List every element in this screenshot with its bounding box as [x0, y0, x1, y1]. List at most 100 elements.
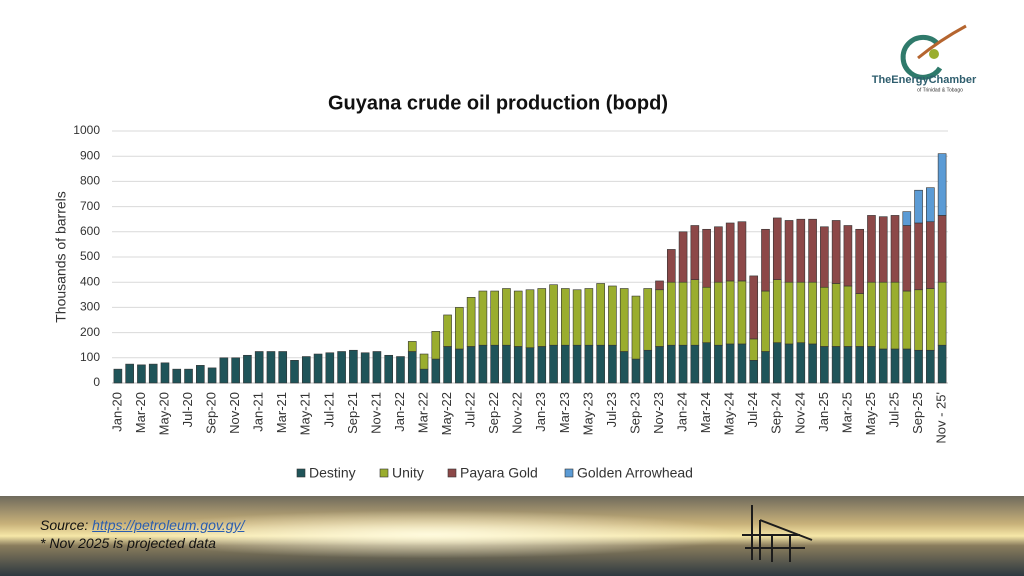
- y-axis-label: Thousands of barrels: [53, 191, 69, 323]
- bar-segment: [820, 286, 829, 347]
- y-tick-label: 900: [80, 148, 100, 162]
- bar-segment: [749, 338, 759, 361]
- bar-segment: [937, 153, 947, 216]
- bar-segment: [678, 281, 688, 346]
- bar-segment: [419, 368, 429, 384]
- bar-segment: [855, 228, 864, 294]
- bar-segment: [631, 358, 641, 384]
- bar-segment: [926, 349, 935, 384]
- bar-segment: [820, 346, 829, 384]
- bar-segment: [796, 281, 806, 343]
- x-tick-label: Jul-22: [463, 392, 478, 427]
- bar-segment: [243, 354, 252, 384]
- bar-segment: [914, 222, 923, 291]
- bar-segment: [466, 346, 476, 384]
- bar-segment: [678, 231, 688, 283]
- bar-segment: [820, 226, 829, 288]
- bar-segment: [702, 342, 711, 384]
- x-tick-label: Jan-24: [675, 392, 690, 432]
- x-tick-label: May-24: [722, 392, 737, 435]
- bar-segment: [808, 343, 817, 384]
- x-tick-label: Jan-21: [251, 392, 266, 432]
- note: * Nov 2025 is projected data: [40, 535, 216, 551]
- x-tick-label: Mar-25: [839, 392, 854, 433]
- footer: Source: https://petroleum.gov.gy/ * Nov …: [40, 516, 244, 552]
- bar-segment: [254, 351, 264, 384]
- legend-swatch: [379, 468, 389, 478]
- bar-segment: [313, 353, 323, 384]
- bar-segment: [325, 352, 335, 384]
- bar-segment: [125, 363, 134, 384]
- bar-segment: [608, 285, 617, 346]
- bar-segment: [772, 279, 782, 343]
- bar-segment: [172, 368, 182, 384]
- x-tick-label: Sep-24: [769, 392, 784, 434]
- bar-segment: [890, 215, 900, 283]
- bar-segment: [396, 356, 405, 384]
- x-tick-label: Nov-21: [368, 392, 383, 434]
- legend-label: Payara Gold: [460, 465, 538, 481]
- bar-segment: [926, 288, 935, 351]
- bar-segment: [231, 357, 240, 384]
- chart-title: Guyana crude oil production (bopd): [328, 92, 668, 114]
- bar-segment: [867, 346, 876, 384]
- x-tick-label: Jan-22: [392, 392, 407, 432]
- bar-segment: [878, 348, 888, 384]
- bar-segment: [902, 290, 912, 350]
- legend-label: Golden Arrowhead: [577, 465, 693, 481]
- bar-segment: [290, 360, 299, 384]
- bar-segment: [207, 367, 217, 384]
- x-tick-label: Sep-22: [486, 392, 501, 434]
- y-tick-label: 700: [80, 199, 100, 213]
- bar-segment: [867, 215, 876, 283]
- bar-segment: [725, 343, 735, 384]
- bar-segment: [513, 290, 523, 347]
- x-tick-label: Nov-23: [651, 392, 666, 434]
- y-tick-label: 100: [80, 350, 100, 364]
- logo-name: TheEnergyChamber: [872, 74, 977, 86]
- bar-segment: [737, 343, 747, 384]
- bar-segment: [655, 280, 664, 291]
- bar-segment: [266, 351, 276, 384]
- x-tick-label: Sep-23: [627, 392, 642, 434]
- bar-segment: [902, 211, 912, 226]
- x-tick-label: Sep-25: [910, 392, 925, 434]
- x-tick-label: Mar-23: [557, 392, 572, 433]
- bar-segment: [808, 218, 817, 283]
- bar-segment: [655, 346, 664, 384]
- bar-segment: [914, 349, 923, 384]
- bar-segment: [784, 281, 794, 345]
- bar-segment: [902, 225, 912, 292]
- bar-segment: [702, 228, 711, 288]
- bar-segment: [725, 222, 735, 282]
- x-tick-label: Mar-21: [274, 392, 289, 433]
- bar-segment: [596, 283, 605, 346]
- bar-segment: [855, 346, 864, 384]
- bar-segment: [596, 344, 605, 384]
- legend-label: Unity: [392, 465, 424, 481]
- bar-segment: [196, 365, 205, 384]
- bar-segment: [407, 341, 417, 352]
- source-line: Source: https://petroleum.gov.gy/: [40, 516, 244, 534]
- x-tick-label: Mar-22: [415, 392, 430, 433]
- x-tick-label: Jul-25: [886, 392, 901, 427]
- y-tick-label: 800: [80, 174, 100, 188]
- bar-segment: [937, 215, 947, 283]
- bar-segment: [878, 281, 888, 350]
- source-link[interactable]: https://petroleum.gov.gy/: [92, 517, 245, 533]
- bar-segment: [761, 351, 770, 384]
- bar-segment: [690, 225, 700, 280]
- bar-segment: [537, 346, 547, 384]
- bar-segment: [384, 354, 394, 384]
- bar-segment: [831, 283, 841, 347]
- bar-segment: [584, 344, 594, 384]
- y-tick-label: 0: [93, 375, 100, 389]
- legend-swatch: [447, 468, 457, 478]
- y-tick-label: 1000: [73, 123, 100, 137]
- x-tick-label: Nov - 25': [934, 392, 949, 444]
- bar-segment: [525, 347, 535, 384]
- bar-segment: [619, 288, 629, 352]
- bar-segment: [572, 344, 582, 384]
- bar-segment: [478, 290, 488, 346]
